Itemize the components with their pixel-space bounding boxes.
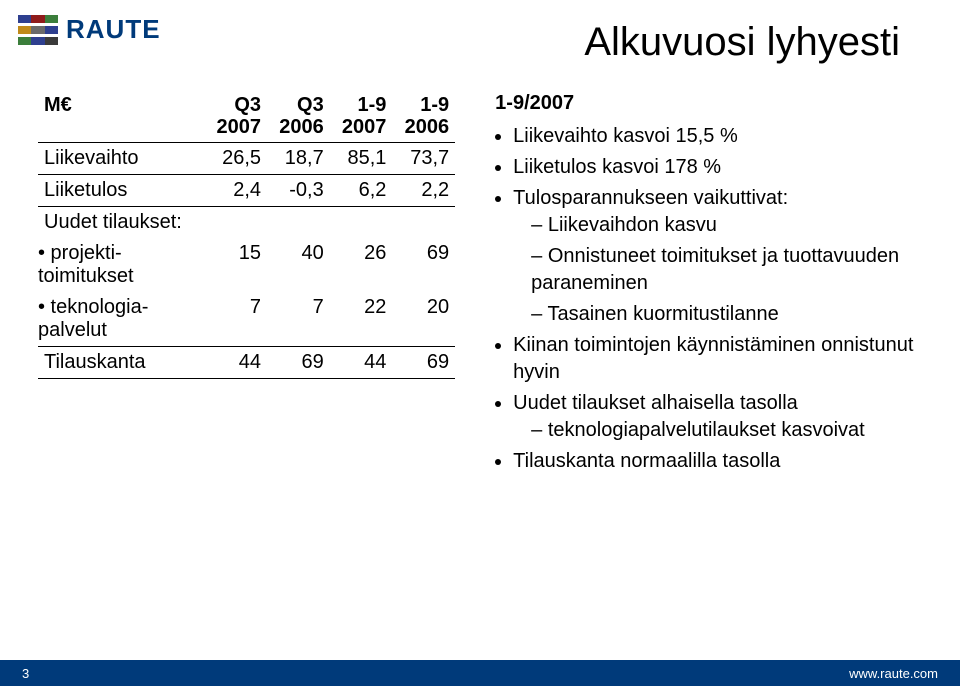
logo-mark-icon: [18, 15, 58, 45]
col-head: 1-9 2007: [330, 90, 393, 143]
table-row: • teknologia- palvelut 7 7 22 20: [38, 292, 455, 347]
table-row: Tilauskanta 44 69 44 69: [38, 347, 455, 379]
cell: 2,4: [204, 175, 267, 207]
list-item: Uudet tilaukset alhaisella tasolla tekno…: [513, 390, 922, 444]
col-head: Q3 2006: [267, 90, 330, 143]
col-head: M€: [38, 90, 204, 143]
cell: 69: [392, 347, 455, 379]
bullet-text: Uudet tilaukset alhaisella tasolla: [513, 392, 798, 414]
bullet-text: Onnistuneet toimitukset ja tuottavuuden …: [531, 245, 899, 294]
page-number: 3: [22, 666, 29, 681]
list-item: Liikevaihdon kasvu: [531, 212, 922, 239]
cell: 2,2: [392, 175, 455, 207]
cell: 6,2: [330, 175, 393, 207]
table-row: Liikevaihto 26,5 18,7 85,1 73,7: [38, 143, 455, 175]
cell: 44: [204, 347, 267, 379]
content-area: M€ Q3 2007 Q3 2006 1-9 2007 1-9 2006 Lii…: [38, 90, 922, 479]
cell: 73,7: [392, 143, 455, 175]
bullet-text: Kiinan toimintojen käynnistäminen onnist…: [513, 334, 913, 383]
list-item: Kiinan toimintojen käynnistäminen onnist…: [513, 332, 922, 386]
brand-logo: RAUTE: [18, 14, 161, 45]
cell: 26: [330, 238, 393, 292]
cell: -0,3: [267, 175, 330, 207]
cell: 7: [204, 292, 267, 347]
cell: 15: [204, 238, 267, 292]
bullet-text: Liikevaihto kasvoi 15,5 %: [513, 125, 738, 147]
cell: 40: [267, 238, 330, 292]
bullet-text: Tilauskanta normaalilla tasolla: [513, 450, 780, 472]
table-header-row: M€ Q3 2007 Q3 2006 1-9 2007 1-9 2006: [38, 90, 455, 143]
cell: 44: [330, 347, 393, 379]
table-row: • projekti- toimitukset 15 40 26 69: [38, 238, 455, 292]
table-row: Uudet tilaukset:: [38, 207, 455, 239]
footer-url: www.raute.com: [849, 666, 938, 681]
summary-bullets: 1-9/2007 Liikevaihto kasvoi 15,5 % Liike…: [495, 90, 922, 479]
bullet-text: teknologiapalvelutilaukset kasvoivat: [548, 419, 865, 441]
cell: 7: [267, 292, 330, 347]
footer-bar: 3 www.raute.com: [0, 660, 960, 686]
row-label: • projekti- toimitukset: [38, 238, 204, 292]
financial-table: M€ Q3 2007 Q3 2006 1-9 2007 1-9 2006 Lii…: [38, 90, 455, 479]
row-label: Liiketulos: [38, 175, 204, 207]
cell: 69: [267, 347, 330, 379]
row-label: Liikevaihto: [38, 143, 204, 175]
col-head: Q3 2007: [204, 90, 267, 143]
row-label: • teknologia- palvelut: [38, 292, 204, 347]
list-item: teknologiapalvelutilaukset kasvoivat: [531, 417, 922, 444]
bullet-text: Liiketulos kasvoi 178 %: [513, 156, 721, 178]
bullet-text: Tasainen kuormitustilanne: [547, 303, 778, 325]
list-item: Tulosparannukseen vaikuttivat: Liikevaih…: [513, 185, 922, 328]
bullets-lead: 1-9/2007: [495, 90, 922, 117]
cell: 69: [392, 238, 455, 292]
bullet-text: Tulosparannukseen vaikuttivat:: [513, 187, 788, 209]
cell: 20: [392, 292, 455, 347]
group-label: Uudet tilaukset:: [38, 207, 204, 239]
page-title: Alkuvuosi lyhyesti: [584, 20, 900, 65]
table-row: Liiketulos 2,4 -0,3 6,2 2,2: [38, 175, 455, 207]
cell: 18,7: [267, 143, 330, 175]
list-item: Tasainen kuormitustilanne: [531, 301, 922, 328]
cell: 22: [330, 292, 393, 347]
cell: 85,1: [330, 143, 393, 175]
list-item: Onnistuneet toimitukset ja tuottavuuden …: [531, 243, 922, 297]
brand-name: RAUTE: [66, 14, 161, 45]
list-item: Liiketulos kasvoi 178 %: [513, 154, 922, 181]
bullet-text: Liikevaihdon kasvu: [548, 214, 717, 236]
row-label: Tilauskanta: [38, 347, 204, 379]
list-item: Liikevaihto kasvoi 15,5 %: [513, 123, 922, 150]
col-head: 1-9 2006: [392, 90, 455, 143]
cell: 26,5: [204, 143, 267, 175]
list-item: Tilauskanta normaalilla tasolla: [513, 448, 922, 475]
